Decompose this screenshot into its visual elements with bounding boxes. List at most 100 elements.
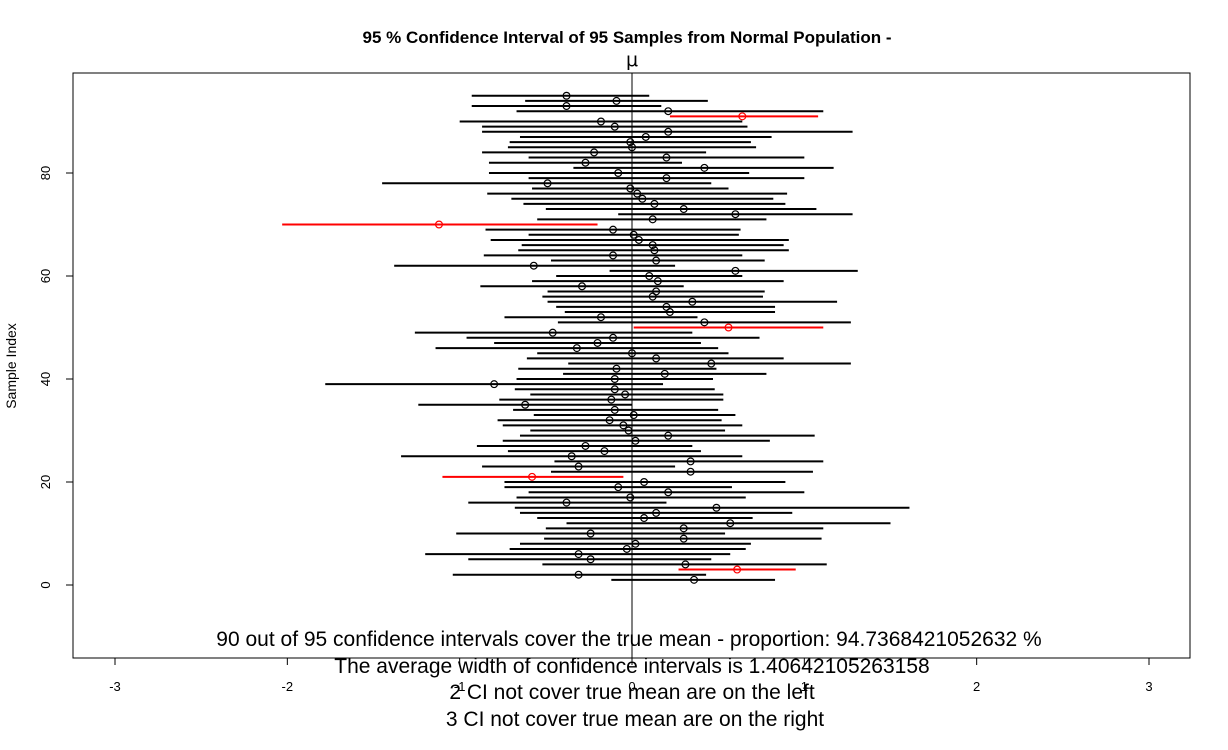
sample-mean-point: [688, 297, 697, 306]
sample-mean-point: [679, 524, 688, 533]
sample-mean-point: [528, 472, 537, 481]
summary-annotations: 90 out of 95 confidence intervals cover …: [216, 628, 1041, 731]
sample-mean-point: [610, 375, 619, 384]
sample-mean-point: [574, 462, 583, 471]
sample-mean-point: [660, 369, 669, 378]
sample-mean-point: [624, 426, 633, 435]
sample-mean-point: [662, 174, 671, 183]
sample-mean-point: [490, 380, 499, 389]
sample-mean-point: [664, 107, 673, 116]
chart-title: 95 % Confidence Interval of 95 Samples f…: [362, 28, 891, 47]
sample-mean-point: [567, 452, 576, 461]
sample-mean-point: [581, 158, 590, 167]
sample-mean-point: [662, 153, 671, 162]
right-miss-annotation: 3 CI not cover true mean are on the righ…: [446, 708, 824, 731]
sample-mean-point: [681, 560, 690, 569]
x-tick-label: -2: [282, 679, 294, 694]
x-axis: -3 -2 -1 0 1 2 3: [109, 658, 1153, 694]
sample-mean-point: [596, 313, 605, 322]
sample-mean-point: [633, 189, 642, 198]
sample-mean-point: [590, 148, 599, 157]
sample-mean-point: [586, 555, 595, 564]
y-tick-label: 60: [38, 269, 53, 283]
sample-mean-point: [612, 96, 621, 105]
x-tick-label: -3: [109, 679, 121, 694]
sample-mean-point: [638, 194, 647, 203]
y-axis: 0 20 40 60 80: [38, 166, 73, 589]
y-tick-label: 0: [38, 581, 53, 588]
sample-mean-point: [627, 143, 636, 152]
sample-mean-point: [614, 483, 623, 492]
sample-mean-point: [629, 230, 638, 239]
sample-mean-point: [574, 570, 583, 579]
sample-mean-point: [664, 431, 673, 440]
sample-mean-point: [605, 416, 614, 425]
sample-mean-point: [626, 493, 635, 502]
sample-mean-point: [614, 169, 623, 178]
sample-mean-point: [609, 333, 618, 342]
coverage-annotation: 90 out of 95 confidence intervals cover …: [216, 628, 1041, 651]
sample-mean-point: [679, 534, 688, 543]
sample-mean-point: [640, 514, 649, 523]
sample-mean-point: [609, 225, 618, 234]
sample-mean-point: [626, 138, 635, 147]
sample-mean-point: [543, 179, 552, 188]
sample-mean-point: [621, 390, 630, 399]
average-width-annotation: The average width of confidence interval…: [334, 655, 929, 678]
sample-mean-point: [521, 400, 530, 409]
x-tick-label: -1: [454, 679, 466, 694]
sample-mean-point: [581, 441, 590, 450]
sample-mean-point: [600, 447, 609, 456]
x-tick-label: 2: [973, 679, 980, 694]
sample-mean-point: [607, 395, 616, 404]
sample-mean-point: [626, 184, 635, 193]
sample-mean-point: [610, 122, 619, 131]
sample-mean-point: [731, 210, 740, 219]
sample-mean-point: [726, 519, 735, 528]
y-axis-label: Sample Index: [3, 323, 19, 409]
sample-mean-point: [648, 241, 657, 250]
sample-mean-point: [712, 503, 721, 512]
sample-mean-point: [548, 328, 557, 337]
sample-mean-point: [562, 102, 571, 111]
sample-mean-point: [707, 359, 716, 368]
sample-mean-point: [652, 287, 661, 296]
sample-mean-point: [664, 127, 673, 136]
sample-mean-point: [610, 385, 619, 394]
x-tick-label: 1: [801, 679, 808, 694]
sample-mean-point: [640, 478, 649, 487]
x-tick-label: 0: [628, 679, 635, 694]
sample-mean-point: [572, 344, 581, 353]
sample-mean-point: [664, 488, 673, 497]
sample-mean-point: [562, 498, 571, 507]
sample-mean-point: [434, 220, 443, 229]
sample-mean-point: [652, 256, 661, 265]
y-tick-label: 40: [38, 372, 53, 386]
sample-mean-point: [631, 436, 640, 445]
sample-mean-point: [686, 457, 695, 466]
sample-mean-point: [629, 411, 638, 420]
sample-mean-point: [733, 565, 742, 574]
sample-mean-point: [562, 91, 571, 100]
chart-title-mu-symbol: μ: [626, 49, 638, 71]
sample-mean-point: [612, 364, 621, 373]
sample-mean-point: [622, 544, 631, 553]
sample-mean-point: [650, 199, 659, 208]
sample-mean-point: [686, 467, 695, 476]
sample-mean-point: [610, 405, 619, 414]
sample-mean-point: [650, 246, 659, 255]
sample-mean-point: [690, 575, 699, 584]
sample-mean-point: [648, 215, 657, 224]
sample-mean-point: [652, 354, 661, 363]
sample-mean-point: [634, 235, 643, 244]
sample-mean-point: [641, 132, 650, 141]
sample-mean-point: [700, 163, 709, 172]
sample-mean-point: [724, 323, 733, 332]
sample-mean-point: [645, 272, 654, 281]
sample-mean-point: [578, 282, 587, 291]
sample-mean-point: [529, 261, 538, 270]
sample-mean-point: [662, 302, 671, 311]
y-tick-label: 20: [38, 475, 53, 489]
x-tick-label: 3: [1145, 679, 1152, 694]
sample-mean-point: [738, 112, 747, 121]
